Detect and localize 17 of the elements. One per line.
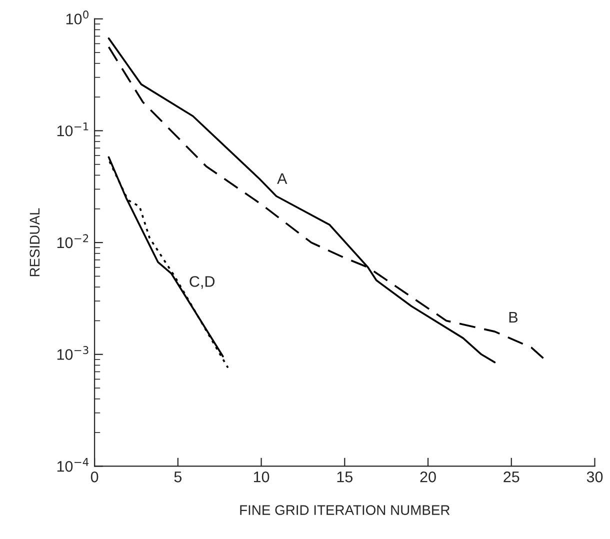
x-tick-label: 30	[586, 472, 603, 482]
x-axis-title: FINE GRID ITERATION NUMBER	[240, 505, 450, 515]
y-tick-label: 10$^{−1}$	[57, 122, 88, 136]
x-tick-label: 25	[504, 472, 520, 482]
x-tick-label: 5	[174, 472, 182, 482]
y-tick-label: 10$^{−4}$	[57, 458, 89, 472]
x-tick-label: 15	[337, 472, 353, 482]
y-tick-label: 10$^{−3}$	[57, 346, 88, 360]
x-tick-label: 0	[90, 472, 98, 482]
y-tick-label: 10$^{0}$	[66, 10, 88, 24]
x-tick-label: 10	[254, 472, 270, 482]
annotation: A	[277, 173, 288, 184]
annotation: C,D	[190, 276, 215, 289]
x-tick-label: 20	[420, 472, 436, 482]
annotation: B	[509, 312, 518, 323]
y-tick-label: 10$^{−2}$	[57, 234, 88, 248]
y-axis-title: RESIDUAL	[30, 208, 40, 276]
